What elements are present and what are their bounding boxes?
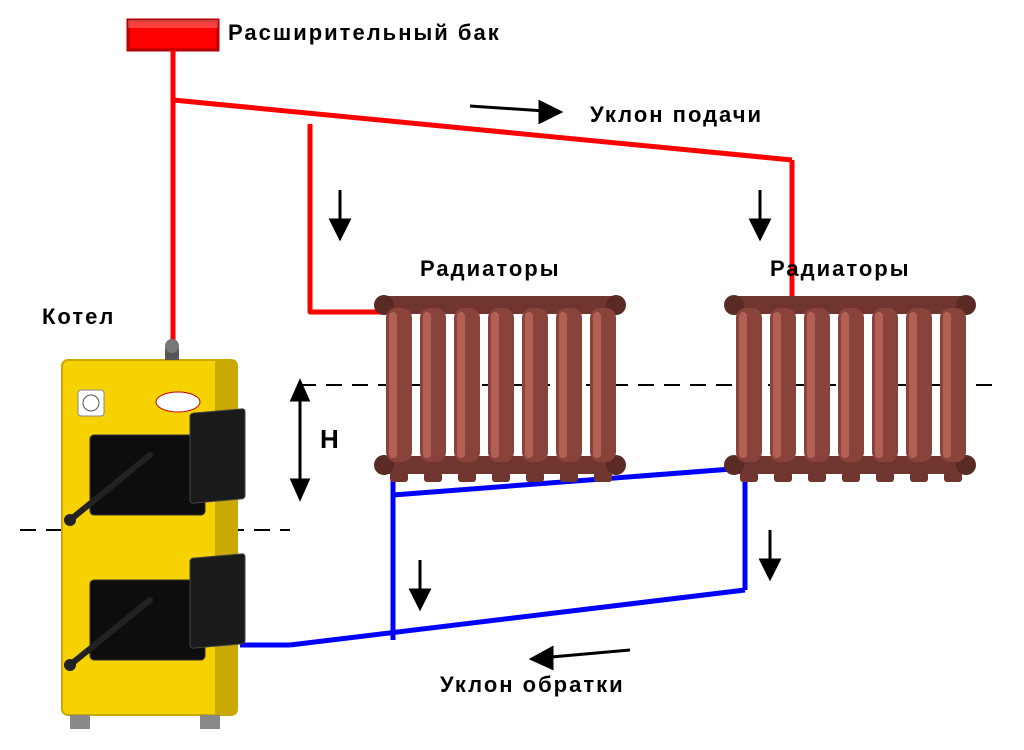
- h-dimension-arrow: [292, 382, 308, 498]
- supply-slope-label: Уклон подачи: [590, 102, 763, 128]
- radiators-label-1: Радиаторы: [420, 256, 561, 282]
- boiler-icon: [62, 339, 245, 729]
- radiator-2-icon: [724, 295, 976, 482]
- radiators-label-2: Радиаторы: [770, 256, 911, 282]
- expansion-tank-icon: [128, 20, 218, 50]
- heating-diagram: [0, 0, 1024, 750]
- expansion-tank-label: Расширительный бак: [228, 20, 501, 46]
- return-pipes: [240, 468, 745, 645]
- boiler-label: Котел: [42, 304, 115, 330]
- h-label: H: [320, 424, 341, 455]
- return-slope-label: Уклон обратки: [440, 672, 625, 698]
